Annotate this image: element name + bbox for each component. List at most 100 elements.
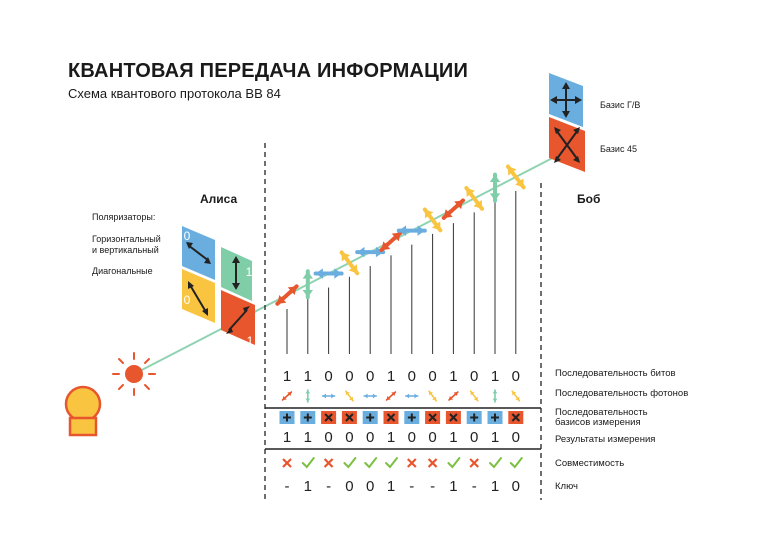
measurement-result: 0 — [408, 429, 416, 446]
beam-photon-icon — [422, 207, 443, 233]
compatible-check-icon — [489, 457, 502, 469]
alice-box-digit: 0 — [184, 293, 191, 307]
incompatible-cross-icon — [323, 458, 334, 468]
diagonal-polarizer-label: Диагональные — [92, 266, 153, 276]
measurement-result: 1 — [491, 429, 499, 446]
photon-sequence-icon — [281, 391, 293, 401]
bit-value: 1 — [304, 368, 312, 385]
alice-box-digit: 1 — [246, 265, 253, 279]
beam-photon-icon — [489, 172, 501, 203]
hv-polarizer-label-line2: и вертикальный — [92, 245, 159, 255]
basis-45-icon — [445, 411, 461, 424]
key-value: - — [430, 478, 435, 495]
basis-45-icon — [425, 411, 441, 424]
row-label-key: Ключ — [555, 481, 578, 492]
measurement-result: 0 — [512, 429, 520, 446]
photon-sequence-icon — [321, 393, 336, 399]
basis-hv-icon — [466, 411, 482, 424]
basis-45-icon — [383, 411, 399, 424]
alice-label: Алиса — [200, 192, 238, 206]
page-title: КВАНТОВАЯ ПЕРЕДАЧА ИНФОРМАЦИИ — [68, 60, 469, 82]
polarizers-label: Поляризаторы: — [92, 212, 156, 222]
key-value: - — [472, 478, 477, 495]
basis-hv-icon — [404, 411, 420, 424]
bob-basis-45-label: Базис 45 — [600, 144, 637, 154]
beam-photon-icon — [506, 164, 526, 190]
basis-45-icon — [508, 411, 524, 424]
incompatible-cross-icon — [427, 458, 438, 468]
bit-value: 0 — [324, 368, 332, 385]
basis-45-icon — [321, 411, 337, 424]
row-label-compat: Совместимость — [555, 458, 625, 469]
bit-value: 0 — [428, 368, 436, 385]
photon-sequence-icon — [492, 389, 498, 403]
compatible-check-icon — [447, 457, 461, 469]
measurement-result: 0 — [345, 429, 353, 446]
alice-polarizer-hv-0: 0 — [182, 226, 215, 280]
compatible-check-icon — [385, 457, 398, 469]
bit-value: 1 — [449, 368, 457, 385]
key-value: 0 — [366, 478, 374, 495]
photon-sequence-icon — [511, 390, 521, 402]
bit-value: 0 — [408, 368, 416, 385]
bob-basis-hv-label: Базис Г/В — [600, 100, 641, 110]
basis-hv-icon — [300, 411, 316, 424]
bob-basis-hv-icon — [549, 73, 583, 127]
key-value: 1 — [491, 478, 499, 495]
alice-polarizer-diag-0: 0 — [182, 269, 215, 323]
incompatible-cross-icon — [282, 458, 292, 468]
beam-photon-icon — [441, 198, 466, 220]
photon-sequence-icon — [344, 390, 354, 402]
compatible-check-icon — [509, 457, 523, 469]
key-value: 1 — [304, 478, 312, 495]
page-subtitle: Схема квантового протокола BB 84 — [68, 86, 281, 101]
bit-value: 0 — [512, 368, 520, 385]
key-value: - — [326, 478, 331, 495]
key-value: 1 — [387, 478, 395, 495]
bit-value: 1 — [283, 368, 291, 385]
compatible-check-icon — [343, 457, 357, 469]
bit-value: 1 — [387, 368, 395, 385]
bob-basis-45-icon — [549, 117, 585, 172]
photon-sequence-icon — [428, 390, 438, 402]
measurement-result: 0 — [366, 429, 374, 446]
bit-value: 0 — [366, 368, 374, 385]
beam-photon-icon — [379, 230, 403, 253]
key-value: - — [285, 478, 290, 495]
key-value: - — [409, 478, 414, 495]
measurement-result: 1 — [387, 429, 395, 446]
compatible-check-icon — [301, 457, 315, 469]
incompatible-cross-icon — [407, 458, 417, 468]
hv-polarizer-label-line1: Горизонтальный — [92, 234, 161, 244]
alice-polarizer-diag-1: 1 — [221, 290, 255, 348]
beam-photon-icon — [339, 250, 360, 276]
photon-sequence-icon — [305, 389, 311, 403]
laser-source-icon — [64, 385, 102, 437]
bit-value: 1 — [491, 368, 499, 385]
beam-photon-icon — [355, 246, 386, 258]
beam-photon-icon — [302, 269, 313, 300]
basis-45-icon — [341, 411, 357, 424]
basis-hv-icon — [362, 411, 378, 424]
row-label-photons: Последовательность фотонов — [555, 388, 689, 399]
incompatible-cross-icon — [469, 458, 479, 468]
photon-sequence-icon — [448, 391, 459, 401]
key-value: 0 — [345, 478, 353, 495]
photon-sequence-icon — [363, 393, 378, 399]
measurement-result: 0 — [428, 429, 436, 446]
bit-value: 0 — [470, 368, 478, 385]
beam-photon-icon — [275, 284, 299, 306]
key-value: 0 — [512, 478, 520, 495]
compatible-check-icon — [364, 457, 378, 469]
measurement-result: 0 — [324, 429, 332, 446]
alice-polarizer-hv-1: 1 — [221, 247, 253, 301]
measurement-result: 0 — [470, 429, 478, 446]
row-label-bases-line2: базисов измерения — [555, 417, 641, 428]
measurement-result: 1 — [304, 429, 312, 446]
alice-box-digit: 0 — [184, 229, 191, 243]
row-label-bits: Последовательность битов — [555, 368, 676, 379]
row-label-results: Результаты измерения — [555, 434, 656, 445]
photon-sequence-icon — [404, 393, 419, 399]
bit-value: 0 — [345, 368, 353, 385]
alice-box-digit: 1 — [247, 334, 254, 348]
